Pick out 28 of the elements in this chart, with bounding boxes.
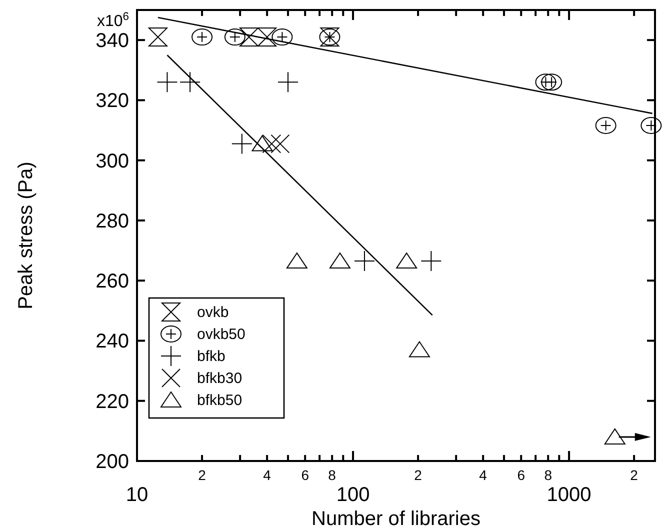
x-tick-label: 10 — [126, 484, 148, 506]
y-tick-label: 340 — [96, 30, 129, 52]
text: 2 — [198, 467, 206, 483]
text: 6 — [517, 467, 526, 483]
text: 2 — [630, 467, 638, 483]
legend-label: ovkb — [197, 304, 229, 321]
y-axis-title: Peak stress (Pa) — [15, 162, 37, 310]
y-tick-label: 260 — [96, 270, 129, 293]
text: 4 — [263, 467, 272, 483]
legend-label: ovkb50 — [197, 326, 246, 343]
y-tick-label: 240 — [96, 330, 129, 353]
text: 8 — [328, 467, 336, 483]
text: 4 — [479, 467, 488, 483]
legend-label: bfkb50 — [197, 392, 242, 409]
x-axis-title: Number of libraries — [312, 508, 480, 530]
legend-label: bfkb30 — [197, 370, 242, 387]
legend-label: bfkb — [197, 348, 226, 365]
text: 6 — [301, 467, 310, 483]
y-tick-label: 320 — [96, 90, 129, 112]
y-tick-label: 280 — [96, 210, 129, 232]
y-tick-label: 300 — [96, 150, 129, 172]
y-tick-label: 220 — [96, 390, 129, 413]
text: 8 — [544, 467, 552, 483]
text: 2 — [414, 467, 422, 483]
x-tick-label: 1000 — [546, 484, 592, 506]
y-tick-label: 200 — [96, 451, 129, 473]
x-tick-label: 100 — [336, 484, 370, 506]
text: x10$^{6}$ — [96, 11, 129, 30]
